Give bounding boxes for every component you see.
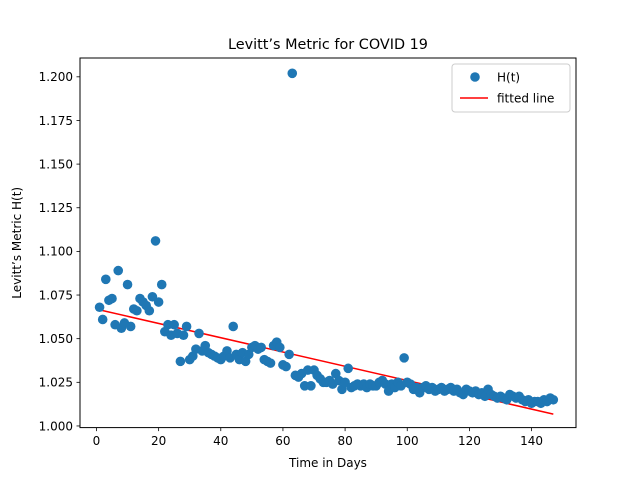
- data-point: [228, 321, 239, 332]
- data-point: [132, 305, 142, 316]
- x-axis-ticks: 0 20 40 60 80 100 120 140: [93, 427, 543, 448]
- data-point: [256, 342, 266, 353]
- data-point: [94, 302, 105, 313]
- x-tick-label: 120: [458, 434, 481, 448]
- data-point: [178, 330, 189, 340]
- data-point: [144, 305, 155, 316]
- y-tick-label: 1.050: [39, 332, 73, 346]
- y-tick-label: 1.150: [39, 157, 73, 171]
- data-point: [343, 363, 354, 374]
- y-axis-ticks: 1.000 1.025 1.050 1.075 1.100 1.125 1.150 1.175…: [39, 70, 80, 433]
- data-point: [156, 279, 167, 290]
- y-tick-label: 1.175: [39, 114, 73, 128]
- x-tick-label: 100: [396, 434, 419, 448]
- data-point: [548, 394, 559, 405]
- data-point: [153, 297, 164, 307]
- legend-marker-ht: [470, 72, 480, 82]
- y-tick-label: 1.125: [39, 201, 73, 215]
- data-point: [284, 349, 294, 360]
- data-point: [194, 328, 204, 339]
- data-point: [175, 356, 186, 367]
- x-tick-label: 20: [151, 434, 166, 448]
- data-point: [287, 68, 298, 79]
- data-point: [281, 361, 291, 372]
- data-point: [100, 274, 111, 285]
- y-tick-label: 1.075: [39, 288, 73, 302]
- data-point: [169, 319, 179, 330]
- x-tick-label: 0: [93, 434, 101, 448]
- y-tick-label: 1.025: [39, 376, 73, 390]
- axes: 0 20 40 60 80 100 120 140 1.0001.0251.0501.0751…: [39, 57, 577, 448]
- chart-title: Levitt’s Metric for COVID 19: [228, 37, 428, 53]
- y-tick-label: 1.200: [39, 70, 73, 84]
- data-point: [113, 265, 124, 276]
- axes-frame: [79, 57, 577, 429]
- legend-frame: [451, 63, 571, 113]
- data-point: [275, 342, 285, 353]
- data-point: [181, 321, 192, 332]
- data-point: [97, 314, 108, 325]
- data-point: [125, 321, 136, 332]
- data-point: [107, 293, 117, 304]
- y-tick-label: 1.000: [39, 419, 73, 433]
- legend-label-ht: H(t): [497, 71, 520, 85]
- data-point: [399, 353, 409, 363]
- x-tick-label: 40: [213, 434, 228, 448]
- data-point: [306, 381, 316, 391]
- x-tick-label: 140: [520, 434, 543, 448]
- legend-label-fitted: fitted line: [497, 92, 554, 106]
- data-point: [150, 236, 161, 246]
- y-axis-label: Levitt’s Metric H(t): [10, 187, 24, 299]
- data-point: [265, 358, 276, 368]
- x-tick-label: 60: [275, 434, 290, 448]
- x-axis-label: Time in Days: [288, 456, 367, 470]
- legend: H(t) fitted line: [451, 63, 571, 113]
- y-tick-label: 1.100: [39, 245, 73, 259]
- data-point: [122, 279, 133, 290]
- x-tick-label: 80: [337, 434, 352, 448]
- plot-area: [94, 68, 559, 415]
